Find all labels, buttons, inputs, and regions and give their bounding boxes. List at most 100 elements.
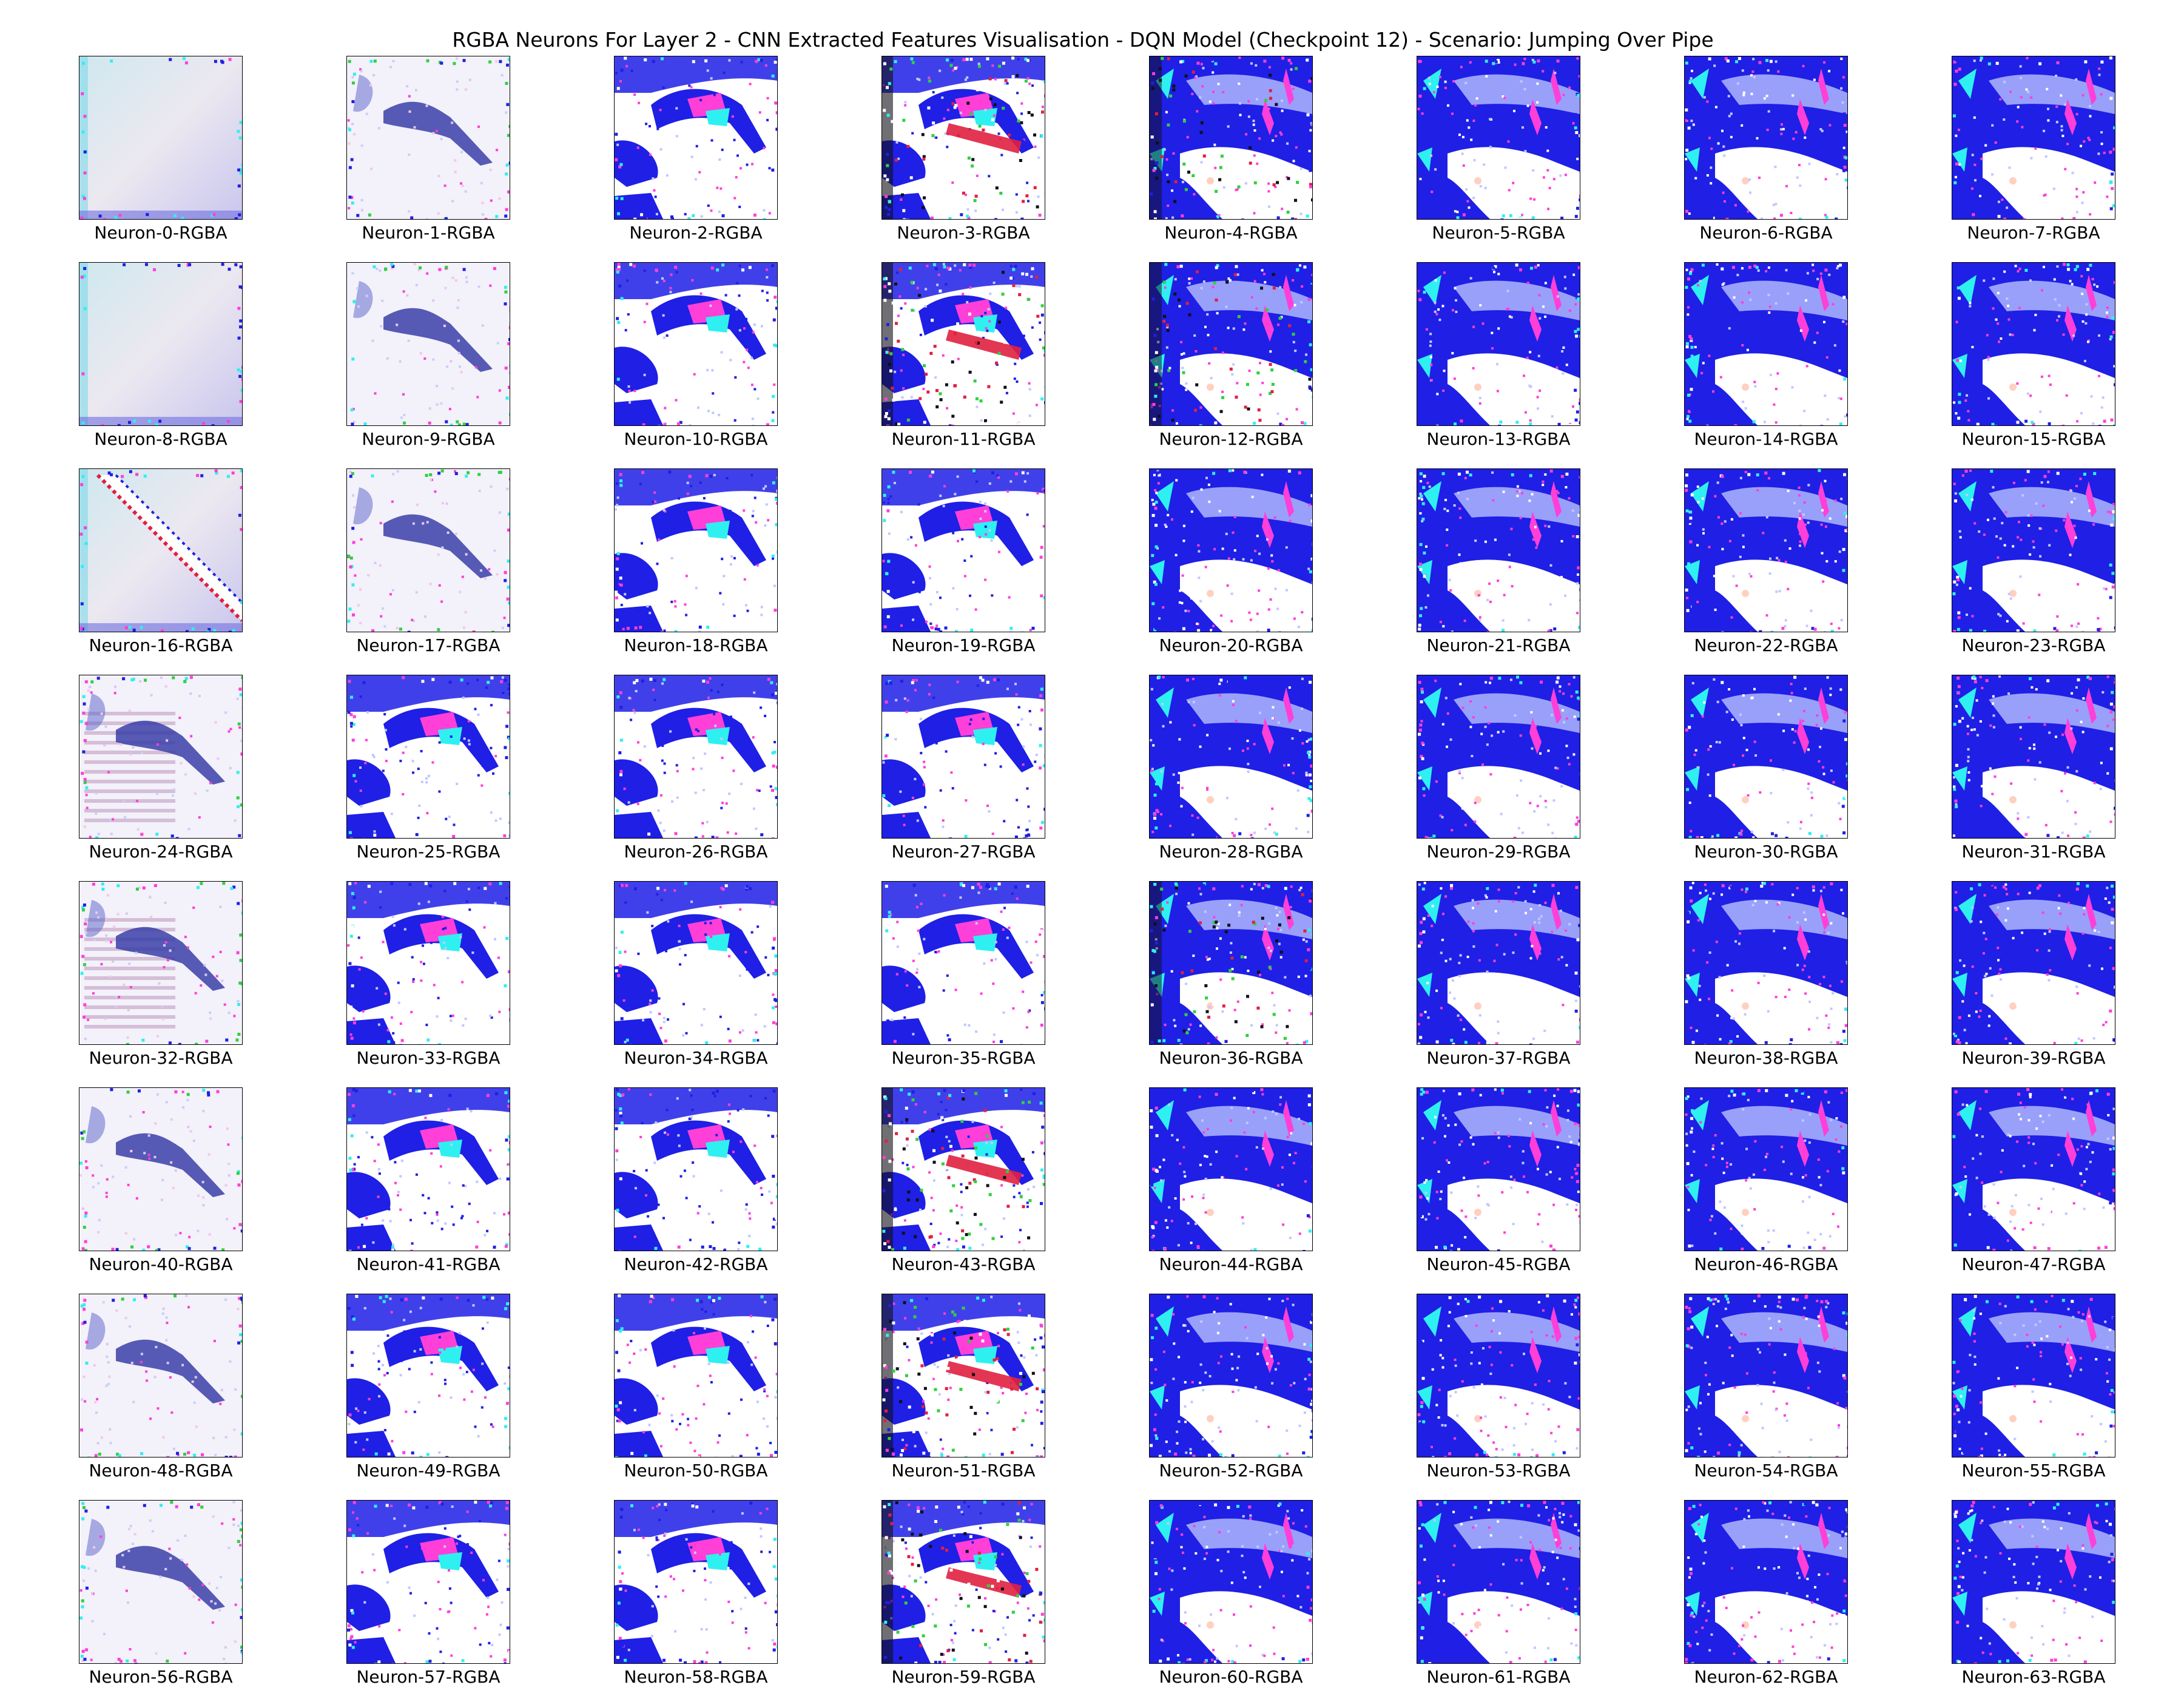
- noise-pixel: [673, 600, 676, 603]
- edge-pixel: [1040, 1024, 1043, 1027]
- edge-pixel: [1779, 214, 1783, 217]
- edge-pixel: [1153, 812, 1157, 816]
- edge-pixel: [1846, 528, 1847, 532]
- neuron-feature-image: [1417, 468, 1580, 632]
- noise-pixel: [660, 899, 663, 902]
- noise-pixel: [1252, 120, 1255, 123]
- noise-pixel: [1442, 625, 1445, 628]
- feature-map: [79, 675, 242, 838]
- feature-highlight: [1156, 275, 1174, 305]
- neuron-label: Neuron-12-RGBA: [1159, 429, 1303, 449]
- edge-pixel: [2016, 629, 2020, 632]
- edge-pixel: [2072, 217, 2076, 219]
- noise-pixel: [2006, 297, 2009, 300]
- noise-pixel: [1974, 179, 1977, 182]
- noise-pixel: [1249, 161, 1252, 165]
- edge-pixel: [1499, 421, 1503, 424]
- noise-pixel: [1739, 512, 1742, 515]
- noise-pixel: [1154, 489, 1157, 491]
- noise-pixel: [426, 812, 429, 815]
- edge-pixel: [1685, 588, 1688, 592]
- feature-blob: [347, 1018, 396, 1044]
- noise-pixel: [764, 956, 767, 959]
- edge-pixel: [1150, 929, 1153, 933]
- noise-pixel: [119, 743, 122, 746]
- noise-pixel: [1834, 499, 1837, 502]
- feature-map: [882, 263, 1045, 425]
- noise-pixel: [1493, 271, 1495, 274]
- noise-pixel: [434, 490, 437, 493]
- edge-pixel: [994, 218, 997, 219]
- noise-pixel: [1456, 987, 1459, 990]
- noise-pixel: [1787, 200, 1790, 203]
- noise-pixel: [1204, 325, 1207, 328]
- edge-pixel: [775, 795, 777, 799]
- noise-pixel: [1205, 476, 1208, 479]
- noise-pixel: [1579, 985, 1580, 988]
- noise-pixel: [928, 683, 931, 686]
- noise-pixel: [1529, 351, 1532, 354]
- edge-pixel: [1844, 765, 1847, 768]
- neuron-panel: Neuron-26-RGBA: [614, 675, 778, 863]
- noise-pixel: [1304, 959, 1308, 962]
- edge-pixel: [83, 171, 87, 175]
- edge-pixel: [1043, 94, 1045, 98]
- noise-pixel: [1958, 530, 1961, 533]
- noise-pixel: [2082, 697, 2085, 700]
- edge-pixel: [1298, 471, 1301, 475]
- edge-pixel: [185, 630, 189, 632]
- noise-pixel: [1237, 185, 1241, 189]
- edge-pixel: [170, 834, 174, 838]
- noise-pixel: [2065, 394, 2068, 397]
- noise-pixel: [923, 421, 926, 424]
- noise-pixel: [928, 79, 931, 83]
- neuron-panel: Neuron-37-RGBA: [1417, 881, 1580, 1069]
- noise-pixel: [655, 212, 658, 215]
- edge-pixel: [2093, 471, 2097, 475]
- noise-pixel: [1504, 166, 1507, 169]
- edge-pixel: [508, 385, 510, 389]
- edge-pixel: [140, 833, 144, 836]
- noise-pixel: [1236, 273, 1239, 276]
- noise-pixel: [1520, 80, 1523, 83]
- stripe: [84, 770, 175, 774]
- edge-pixel: [484, 218, 488, 219]
- edge-pixel: [694, 836, 698, 838]
- edge-pixel: [1731, 266, 1735, 269]
- noise-pixel: [1768, 311, 1771, 314]
- edge-pixel: [1162, 1039, 1166, 1042]
- noise-pixel: [1458, 974, 1461, 978]
- noise-pixel: [1015, 211, 1018, 214]
- noise-pixel: [1246, 383, 1249, 387]
- noise-pixel: [2075, 211, 2078, 214]
- noise-pixel: [920, 717, 922, 720]
- noise-pixel: [1276, 181, 1279, 184]
- neuron-label: Neuron-26-RGBA: [624, 842, 768, 862]
- noise-pixel: [169, 949, 172, 952]
- noise-pixel: [1454, 210, 1457, 213]
- noise-pixel: [1486, 743, 1489, 746]
- edge-pixel: [2038, 62, 2042, 66]
- noise-pixel: [971, 735, 974, 738]
- noise-pixel: [1721, 547, 1724, 550]
- noise-pixel: [399, 1022, 402, 1025]
- noise-pixel: [1515, 490, 1518, 493]
- edge-pixel: [1546, 56, 1549, 60]
- noise-pixel: [1191, 496, 1195, 499]
- noise-pixel: [425, 104, 428, 107]
- noise-pixel: [2075, 113, 2078, 116]
- noise-pixel: [1512, 900, 1515, 903]
- noise-pixel: [746, 968, 749, 971]
- noise-pixel: [385, 748, 388, 751]
- edge-pixel: [2083, 473, 2086, 476]
- edge-pixel: [348, 831, 352, 834]
- noise-pixel: [1477, 902, 1480, 905]
- noise-pixel: [237, 1000, 240, 1002]
- feature-highlight: [2064, 99, 2077, 135]
- noise-pixel: [360, 198, 363, 201]
- edge-pixel: [1154, 626, 1158, 630]
- noise-pixel: [1728, 115, 1731, 118]
- noise-pixel: [1727, 95, 1730, 98]
- edge-pixel: [368, 213, 371, 217]
- noise-pixel: [1787, 821, 1790, 824]
